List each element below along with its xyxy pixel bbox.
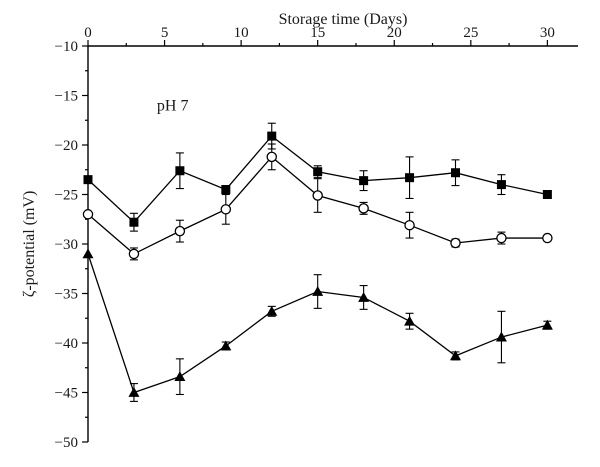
data-point-square bbox=[542, 190, 552, 199]
data-point-circle bbox=[220, 204, 232, 215]
data-point-square bbox=[221, 185, 231, 195]
data-point-triangle bbox=[266, 305, 278, 316]
data-point-circle bbox=[312, 190, 323, 201]
data-point-circle bbox=[496, 232, 507, 244]
data-point-triangle bbox=[312, 286, 324, 296]
data-point-circle bbox=[128, 248, 140, 260]
data-point-square bbox=[496, 180, 506, 190]
y-tick-label: −30 bbox=[55, 237, 78, 253]
data-point-triangle bbox=[495, 331, 507, 342]
y-tick-label: −50 bbox=[55, 435, 78, 451]
data-point-square bbox=[129, 217, 139, 227]
series-layer bbox=[82, 122, 553, 402]
ph-annotation: pH 7 bbox=[157, 97, 189, 114]
x-axis-title: Storage time (Days) bbox=[279, 11, 408, 28]
x-tick-label: 0 bbox=[84, 25, 92, 41]
y-tick-label: −45 bbox=[55, 386, 78, 402]
data-point-circle bbox=[266, 151, 277, 163]
data-point-square bbox=[83, 175, 93, 185]
data-point-circle bbox=[450, 237, 461, 249]
data-point-triangle bbox=[404, 315, 416, 326]
data-point-square bbox=[175, 166, 185, 176]
series-filled-triangle bbox=[82, 248, 553, 402]
data-point-triangle bbox=[128, 387, 140, 397]
x-tick-label: 25 bbox=[463, 25, 478, 41]
data-point-triangle bbox=[174, 371, 186, 382]
data-point-square bbox=[267, 131, 277, 141]
data-point-square bbox=[451, 168, 460, 178]
y-tick-label: −35 bbox=[55, 287, 78, 303]
data-point-square bbox=[313, 167, 323, 177]
data-point-triangle bbox=[82, 248, 94, 259]
data-point-triangle bbox=[220, 340, 232, 351]
y-tick-label: −40 bbox=[55, 336, 78, 352]
series-open-circle bbox=[82, 143, 553, 261]
axis-ticks: 0 5 10 15 20 25 30 −10 −15 −20 −25 −30 −35 −40 −45 −50 bbox=[55, 25, 555, 451]
y-tick-label: −25 bbox=[55, 188, 78, 204]
y-axis-title: ζ-potential (mV) bbox=[21, 191, 38, 298]
series-filled-square bbox=[83, 122, 552, 232]
x-tick-label: 10 bbox=[234, 25, 249, 41]
data-point-square bbox=[405, 173, 415, 183]
data-point-triangle bbox=[450, 350, 461, 361]
y-tick-label: −15 bbox=[55, 89, 78, 105]
x-tick-label: 15 bbox=[310, 25, 325, 41]
data-point-square bbox=[359, 176, 369, 186]
data-point-circle bbox=[404, 219, 415, 231]
data-point-circle bbox=[358, 203, 369, 214]
data-point-circle bbox=[82, 209, 94, 220]
data-point-triangle bbox=[358, 291, 370, 302]
y-tick-label: −20 bbox=[55, 138, 78, 154]
x-tick-label: 30 bbox=[540, 25, 555, 41]
y-tick-label: −10 bbox=[55, 39, 78, 55]
data-point-triangle bbox=[541, 319, 553, 330]
data-point-circle bbox=[542, 232, 553, 244]
data-point-circle bbox=[174, 225, 186, 237]
x-tick-label: 5 bbox=[161, 25, 169, 41]
x-tick-label: 20 bbox=[387, 25, 402, 41]
